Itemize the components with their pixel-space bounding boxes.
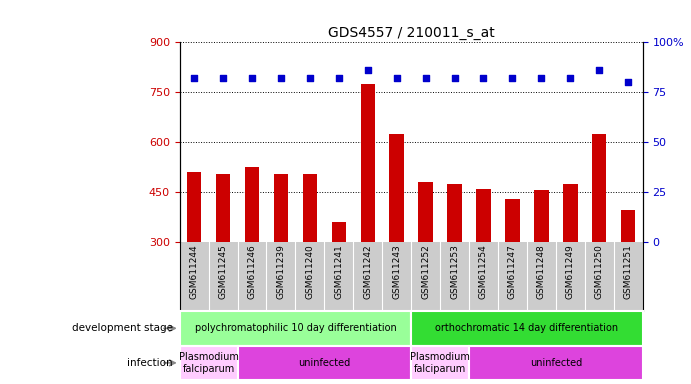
Point bbox=[189, 75, 200, 81]
Point bbox=[304, 75, 315, 81]
Bar bbox=[187, 172, 201, 242]
Point bbox=[536, 75, 547, 81]
Point bbox=[449, 75, 460, 81]
Bar bbox=[390, 134, 404, 242]
Bar bbox=[534, 190, 549, 242]
Text: GSM611248: GSM611248 bbox=[537, 244, 546, 299]
Text: GSM611246: GSM611246 bbox=[247, 244, 256, 299]
Bar bbox=[180, 311, 411, 346]
Text: Plasmodium
falciparum: Plasmodium falciparum bbox=[179, 352, 238, 374]
Point bbox=[391, 75, 402, 81]
Point bbox=[623, 79, 634, 85]
Text: GSM611252: GSM611252 bbox=[421, 244, 430, 299]
Text: GSM611242: GSM611242 bbox=[363, 244, 372, 299]
Text: GSM611250: GSM611250 bbox=[595, 244, 604, 299]
Bar bbox=[238, 346, 411, 380]
Bar bbox=[621, 210, 636, 242]
Text: GSM611240: GSM611240 bbox=[305, 244, 314, 299]
Text: orthochromatic 14 day differentiation: orthochromatic 14 day differentiation bbox=[435, 323, 618, 333]
Text: GSM611247: GSM611247 bbox=[508, 244, 517, 299]
Bar bbox=[505, 199, 520, 242]
Point bbox=[247, 75, 258, 81]
Bar bbox=[476, 189, 491, 242]
Bar bbox=[418, 182, 433, 242]
Point bbox=[276, 75, 287, 81]
Bar bbox=[180, 346, 238, 380]
Text: development stage: development stage bbox=[72, 323, 173, 333]
Bar bbox=[411, 346, 469, 380]
Bar bbox=[216, 174, 230, 242]
Bar bbox=[245, 167, 259, 242]
Bar bbox=[274, 174, 288, 242]
Text: polychromatophilic 10 day differentiation: polychromatophilic 10 day differentiatio… bbox=[195, 323, 396, 333]
Point bbox=[565, 75, 576, 81]
Point bbox=[478, 75, 489, 81]
Bar bbox=[303, 174, 317, 242]
Point bbox=[507, 75, 518, 81]
Text: GSM611244: GSM611244 bbox=[189, 244, 198, 299]
Point bbox=[333, 75, 344, 81]
Text: GSM611253: GSM611253 bbox=[450, 244, 459, 299]
Bar bbox=[592, 134, 607, 242]
Bar bbox=[361, 84, 375, 242]
Text: GSM611251: GSM611251 bbox=[624, 244, 633, 299]
Text: GSM611243: GSM611243 bbox=[392, 244, 401, 299]
Text: uninfected: uninfected bbox=[530, 358, 582, 368]
Text: uninfected: uninfected bbox=[299, 358, 350, 368]
Text: Plasmodium
falciparum: Plasmodium falciparum bbox=[410, 352, 470, 374]
Text: GSM611239: GSM611239 bbox=[276, 244, 285, 299]
Point bbox=[362, 67, 373, 73]
Title: GDS4557 / 210011_s_at: GDS4557 / 210011_s_at bbox=[328, 26, 495, 40]
Text: GSM611241: GSM611241 bbox=[334, 244, 343, 299]
Bar bbox=[411, 311, 643, 346]
Point bbox=[594, 67, 605, 73]
Bar bbox=[563, 184, 578, 242]
Text: GSM611249: GSM611249 bbox=[566, 244, 575, 299]
Text: infection: infection bbox=[127, 358, 173, 368]
Bar bbox=[469, 346, 643, 380]
Bar bbox=[332, 222, 346, 242]
Point bbox=[218, 75, 229, 81]
Text: GSM611254: GSM611254 bbox=[479, 244, 488, 299]
Point bbox=[420, 75, 431, 81]
Bar bbox=[447, 184, 462, 242]
Text: GSM611245: GSM611245 bbox=[218, 244, 227, 299]
